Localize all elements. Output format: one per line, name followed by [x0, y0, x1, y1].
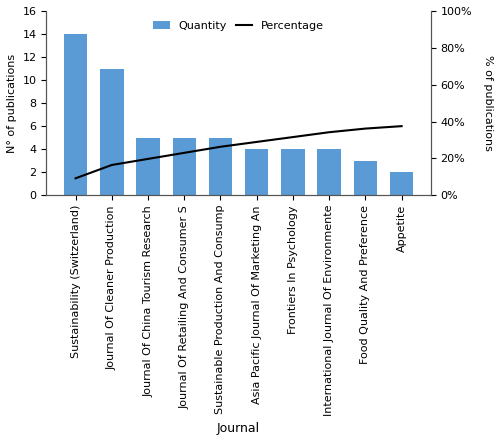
- Bar: [390, 172, 413, 195]
- Bar: [136, 137, 160, 195]
- Bar: [245, 149, 268, 195]
- Bar: [354, 161, 377, 195]
- Legend: Quantity, Percentage: Quantity, Percentage: [148, 16, 328, 35]
- Bar: [208, 137, 233, 195]
- Bar: [100, 69, 124, 195]
- Bar: [172, 137, 196, 195]
- X-axis label: Journal: Journal: [217, 422, 260, 435]
- Bar: [64, 34, 88, 195]
- Bar: [318, 149, 341, 195]
- Bar: [281, 149, 304, 195]
- Y-axis label: % of publications: % of publications: [483, 55, 493, 151]
- Y-axis label: N° of publications: N° of publications: [7, 53, 17, 152]
